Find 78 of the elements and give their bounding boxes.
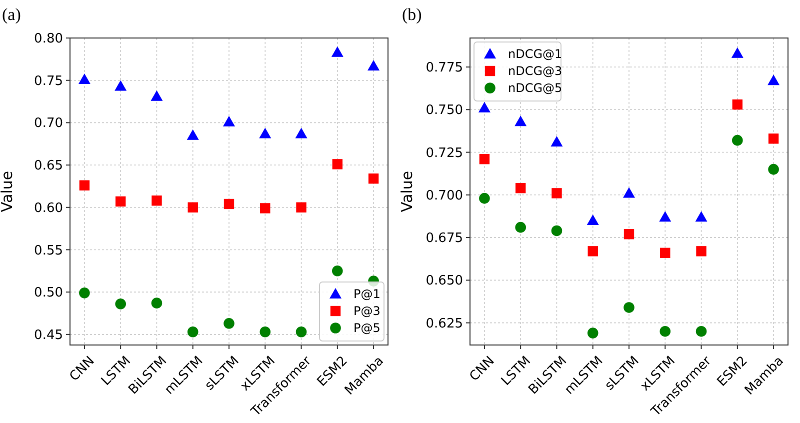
y-tick-label: 0.50 — [34, 286, 63, 301]
point — [115, 196, 126, 207]
point — [115, 298, 126, 310]
point — [78, 74, 90, 84]
point — [368, 60, 380, 70]
point — [478, 102, 490, 112]
point — [515, 222, 526, 233]
point — [660, 326, 671, 337]
point — [79, 288, 90, 298]
y-tick-label: 0.675 — [426, 231, 463, 246]
point — [114, 80, 127, 91]
point — [768, 134, 779, 144]
y-tick-label: 0.775 — [426, 60, 463, 76]
y-tick-label: 0.75 — [34, 74, 63, 89]
point — [152, 196, 162, 206]
legend-label: nDCG@5 — [508, 81, 562, 96]
y-tick-label: 0.700 — [426, 188, 463, 204]
point — [150, 90, 163, 101]
point — [552, 188, 562, 198]
legend-label: P@1 — [354, 287, 380, 302]
point — [695, 211, 708, 222]
point — [331, 46, 344, 57]
point — [588, 246, 598, 256]
point — [515, 182, 526, 194]
point — [586, 214, 599, 225]
point — [224, 318, 234, 329]
chart-title: (a) — [2, 5, 21, 24]
point — [260, 203, 270, 214]
point — [623, 187, 635, 198]
point — [587, 328, 598, 338]
point — [732, 99, 743, 110]
point — [696, 246, 706, 256]
y-tick-label: 0.70 — [34, 116, 63, 132]
y-tick-label: 0.625 — [426, 316, 463, 332]
point — [550, 136, 563, 147]
point — [659, 211, 672, 222]
legend-label: P@5 — [354, 321, 380, 336]
y-tick-label: 0.60 — [34, 200, 63, 216]
point — [624, 229, 634, 240]
point — [224, 198, 234, 210]
point — [187, 326, 198, 338]
point — [79, 180, 90, 190]
point — [479, 154, 490, 164]
point — [551, 225, 562, 236]
point — [514, 116, 527, 126]
y-tick-label: 0.45 — [34, 328, 63, 343]
point — [332, 159, 343, 170]
point — [188, 202, 198, 212]
point — [732, 134, 743, 146]
point — [223, 116, 235, 126]
y-tick-label: 0.80 — [34, 32, 63, 47]
y-axis-title: Value — [0, 170, 16, 212]
point — [731, 47, 744, 58]
y-tick-label: 0.725 — [426, 146, 463, 161]
legend-label: nDCG@3 — [508, 64, 562, 78]
point — [260, 326, 271, 338]
point — [151, 298, 162, 308]
point — [768, 74, 780, 86]
y-tick-label: 0.650 — [426, 274, 463, 289]
y-axis-title: Value — [398, 170, 416, 212]
point — [259, 128, 272, 138]
legend-label: P@3 — [354, 304, 380, 318]
point — [479, 192, 490, 204]
point — [186, 129, 199, 140]
y-tick-label: 0.65 — [34, 158, 63, 174]
legend-label: nDCG@1 — [508, 47, 562, 62]
point — [296, 326, 307, 338]
point — [295, 128, 308, 138]
point — [768, 164, 779, 175]
y-tick-label: 0.750 — [426, 103, 463, 118]
y-tick-label: 0.55 — [34, 243, 63, 258]
point — [660, 248, 670, 258]
point — [332, 265, 343, 276]
point — [624, 302, 634, 313]
point — [696, 326, 707, 337]
chart-title: (b) — [402, 5, 422, 24]
point — [296, 202, 306, 212]
point — [368, 173, 379, 184]
